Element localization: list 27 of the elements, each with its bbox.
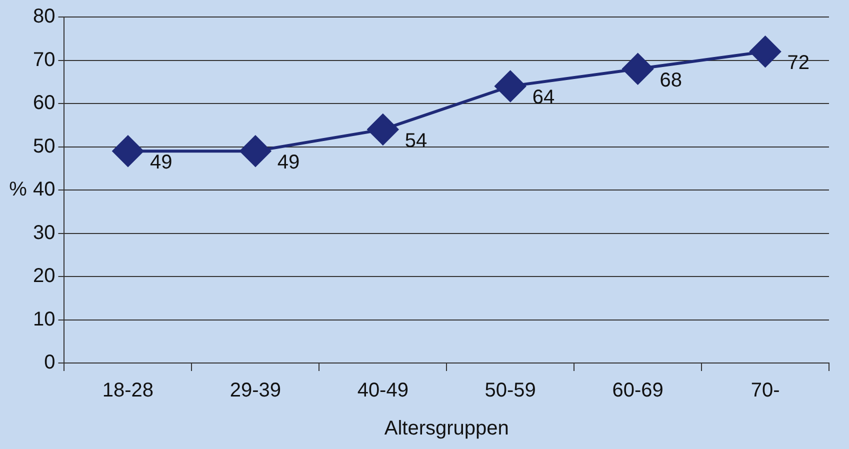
point (240, 136, 271, 167)
x-tick-label: 70- (750, 380, 780, 402)
data-label: 54 (404, 130, 428, 152)
point (622, 53, 654, 84)
y-tick-label: 0 (44, 352, 56, 374)
x-tick-label: 60-69 (612, 380, 664, 402)
x-tick-label: 29-39 (230, 380, 282, 402)
y-tick-label: 60 (32, 92, 56, 114)
x-axis-title: Altersgruppen (384, 418, 509, 440)
x-tick-label: 50-59 (484, 380, 536, 402)
y-tick-label: 10 (32, 308, 56, 330)
x-tick-label: 18-28 (102, 380, 154, 402)
point (112, 136, 144, 167)
y-tick-label: 40 (32, 178, 56, 201)
y-axis-title: % (9, 178, 28, 201)
point (750, 36, 781, 68)
y-tick-label: 20 (32, 265, 56, 288)
data-label: 49 (277, 152, 300, 174)
point (494, 70, 526, 102)
data-label: 49 (150, 152, 172, 174)
data-label: 68 (660, 69, 682, 92)
y-tick-label: 70 (32, 48, 56, 71)
point (367, 114, 398, 145)
y-tick-label: 80 (32, 6, 56, 28)
x-tick-label: 40-49 (357, 380, 408, 402)
y-tick-label: 30 (32, 222, 56, 244)
y-tick-label: 50 (32, 135, 56, 158)
